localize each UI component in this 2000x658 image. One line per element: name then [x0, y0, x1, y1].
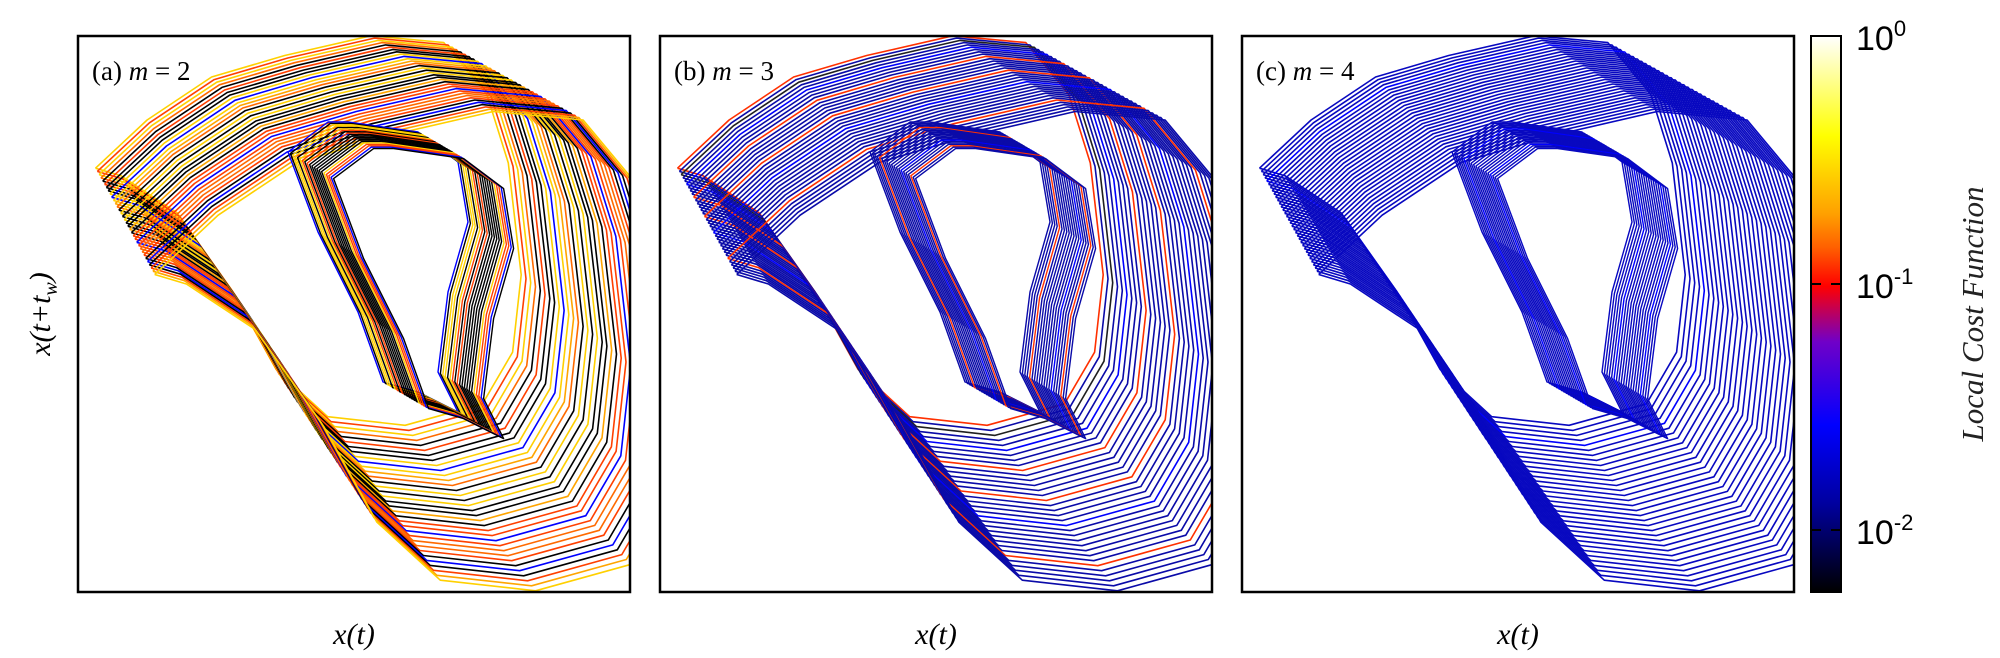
y-axis-label: x(t+tw) [24, 272, 62, 357]
trajectory-inner-line [914, 147, 1097, 440]
panel-a-label: (a) m = 2 [92, 56, 190, 86]
trajectory-inner-line [332, 147, 515, 440]
panel-b-xlabel: x(t) [914, 618, 957, 651]
colorbar-tick-label-0: 100 [1856, 16, 1906, 58]
panel-c-label: (c) m = 4 [1256, 56, 1355, 86]
colorbar: 100 10-1 10-2 Local Cost Function [1810, 16, 1990, 593]
panel-a-xlabel: x(t) [332, 618, 375, 651]
attractor-plot-b [676, 36, 1212, 592]
panel-c: (c) m = 4 x(t) [1240, 34, 1796, 651]
attractor-plot-c [1258, 36, 1794, 592]
panel-a-frame [76, 34, 632, 594]
colorbar-tick-label-2: 10-2 [1856, 510, 1913, 552]
panel-a: (a) m = 2 x(t) x(t+tw) [24, 34, 632, 651]
panel-c-xlabel: x(t) [1496, 618, 1539, 651]
attractor-plot-a [94, 36, 630, 592]
colorbar-tick-label-1: 10-1 [1856, 264, 1913, 306]
panel-b-label: (b) m = 3 [674, 56, 774, 86]
colorbar-gradient [1810, 35, 1842, 593]
panel-c-frame [1240, 34, 1796, 594]
panel-b-frame [658, 34, 1214, 594]
colorbar-label: Local Cost Function [1955, 187, 1990, 443]
trajectory-inner-line [1496, 147, 1679, 440]
panel-b: (b) m = 3 x(t) [658, 34, 1214, 651]
